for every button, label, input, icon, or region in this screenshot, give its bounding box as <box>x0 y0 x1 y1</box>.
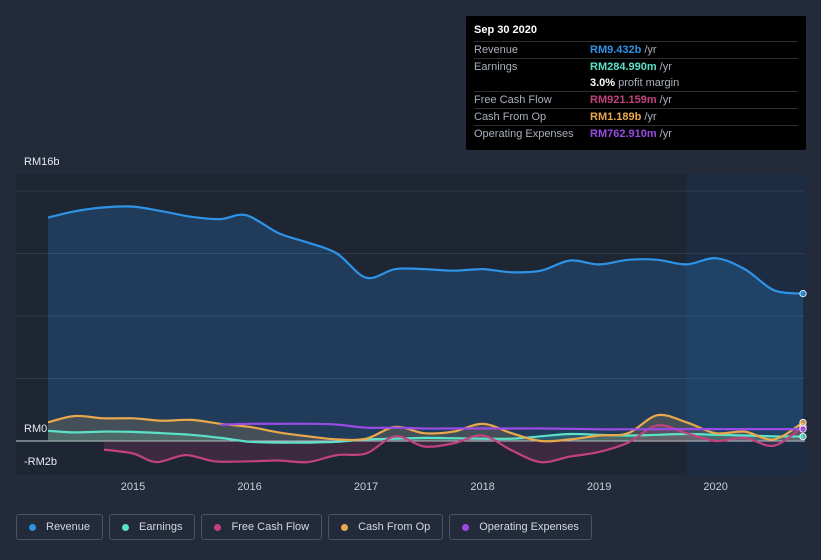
y-tick-label-top: RM16b <box>24 156 60 168</box>
highlight-region <box>686 174 805 475</box>
x-tick-label: 2016 <box>237 481 262 493</box>
legend-dot-icon <box>214 523 222 531</box>
plot-area <box>16 174 805 475</box>
free-cash-flow-line <box>103 424 804 464</box>
tooltip-row-unit: /yr <box>659 94 672 106</box>
legend-label: Free Cash Flow <box>231 521 310 533</box>
legend-item-revenue[interactable]: Revenue <box>16 514 104 540</box>
tooltip-rows: Revenue RM9.432b/yr Earnings RM284.990m/yr 3… <box>474 41 798 142</box>
gridlines <box>16 190 805 442</box>
tooltip-row-label: Cash From Op <box>474 111 547 123</box>
legend: Revenue Earnings Free Cash Flow Cash From O… <box>16 514 592 540</box>
series-areas <box>48 206 803 463</box>
tooltip-row: Revenue RM9.432b/yr <box>474 41 798 58</box>
x-tick-label: 2017 <box>353 481 379 493</box>
earnings-area <box>48 430 803 443</box>
tooltip-row-value: RM9.432b <box>590 44 642 56</box>
earnings-line <box>47 429 804 444</box>
tooltip-row-unit: /yr <box>659 61 672 73</box>
series-lines <box>47 205 804 464</box>
tooltip-row: Earnings RM284.990m/yr <box>474 58 798 75</box>
tooltip-row-label: Revenue <box>474 44 519 56</box>
x-tick-label: 2020 <box>703 481 728 493</box>
end-markers <box>799 290 807 441</box>
operating-expenses-line <box>220 422 803 431</box>
tooltip-row-unit: profit margin <box>618 77 680 89</box>
legend-label: Earnings <box>139 521 183 533</box>
earnings-end-point <box>799 432 807 441</box>
tooltip-row-value: RM762.910m <box>590 128 657 140</box>
y-tick-label-bottom: -RM2b <box>24 456 58 468</box>
tooltip-row: Free Cash Flow RM921.159m/yr <box>474 91 798 108</box>
y-tick-label-zero: RM0 <box>24 423 48 435</box>
legend-label: Revenue <box>46 521 91 533</box>
legend-item-cash-from-op[interactable]: Cash From Op <box>328 514 444 540</box>
plot-background <box>16 174 805 475</box>
revenue-area <box>48 206 803 441</box>
tooltip-row-label: Operating Expenses <box>474 128 574 140</box>
legend-label: Operating Expenses <box>479 521 579 533</box>
legend-item-earnings[interactable]: Earnings <box>109 514 196 540</box>
revenue-end-point <box>799 290 807 298</box>
operating-expenses-end-point <box>799 425 807 433</box>
cash-from-op-area <box>48 414 803 442</box>
tooltip-row: Cash From Op RM1.189b/yr <box>474 108 798 125</box>
legend-item-operating-expenses[interactable]: Operating Expenses <box>449 514 592 540</box>
legend-dot-icon <box>462 523 470 531</box>
legend-dot-icon <box>341 523 349 531</box>
tooltip-row-value: RM921.159m <box>590 94 657 106</box>
tooltip-row-value: RM1.189b <box>590 111 642 123</box>
tooltip-row-unit: /yr <box>659 128 672 140</box>
legend-label: Cash From Op <box>358 521 431 533</box>
tooltip-date: Sep 30 2020 <box>474 24 537 36</box>
revenue-line <box>47 205 804 295</box>
tooltip-row-unit: /yr <box>644 111 657 123</box>
x-tick-label: 2018 <box>470 481 495 493</box>
tooltip-row: Operating Expenses RM762.910m/yr <box>474 125 798 142</box>
tooltip: Sep 30 2020 Revenue RM9.432b/yr Earnings RM… <box>466 16 806 150</box>
tooltip-row-label: Earnings <box>474 61 518 73</box>
x-tick-label: 2015 <box>120 481 146 493</box>
free-cash-flow-area <box>103 425 803 463</box>
legend-dot-icon <box>122 523 130 531</box>
tooltip-row-label: Free Cash Flow <box>474 94 552 106</box>
legend-dot-icon <box>29 523 36 531</box>
tooltip-row-unit: /yr <box>644 44 657 56</box>
tooltip-row: 3.0% profit margin <box>474 75 798 91</box>
tooltip-row-value: RM284.990m <box>590 61 657 73</box>
tooltip-row-value: 3.0% <box>590 77 616 89</box>
cash-from-op-line <box>47 413 804 443</box>
legend-item-free-cash-flow[interactable]: Free Cash Flow <box>201 514 323 540</box>
x-tick-label: 2019 <box>586 481 612 493</box>
tooltip-row-label <box>474 75 590 91</box>
cash-from-op-end-point <box>799 418 807 427</box>
